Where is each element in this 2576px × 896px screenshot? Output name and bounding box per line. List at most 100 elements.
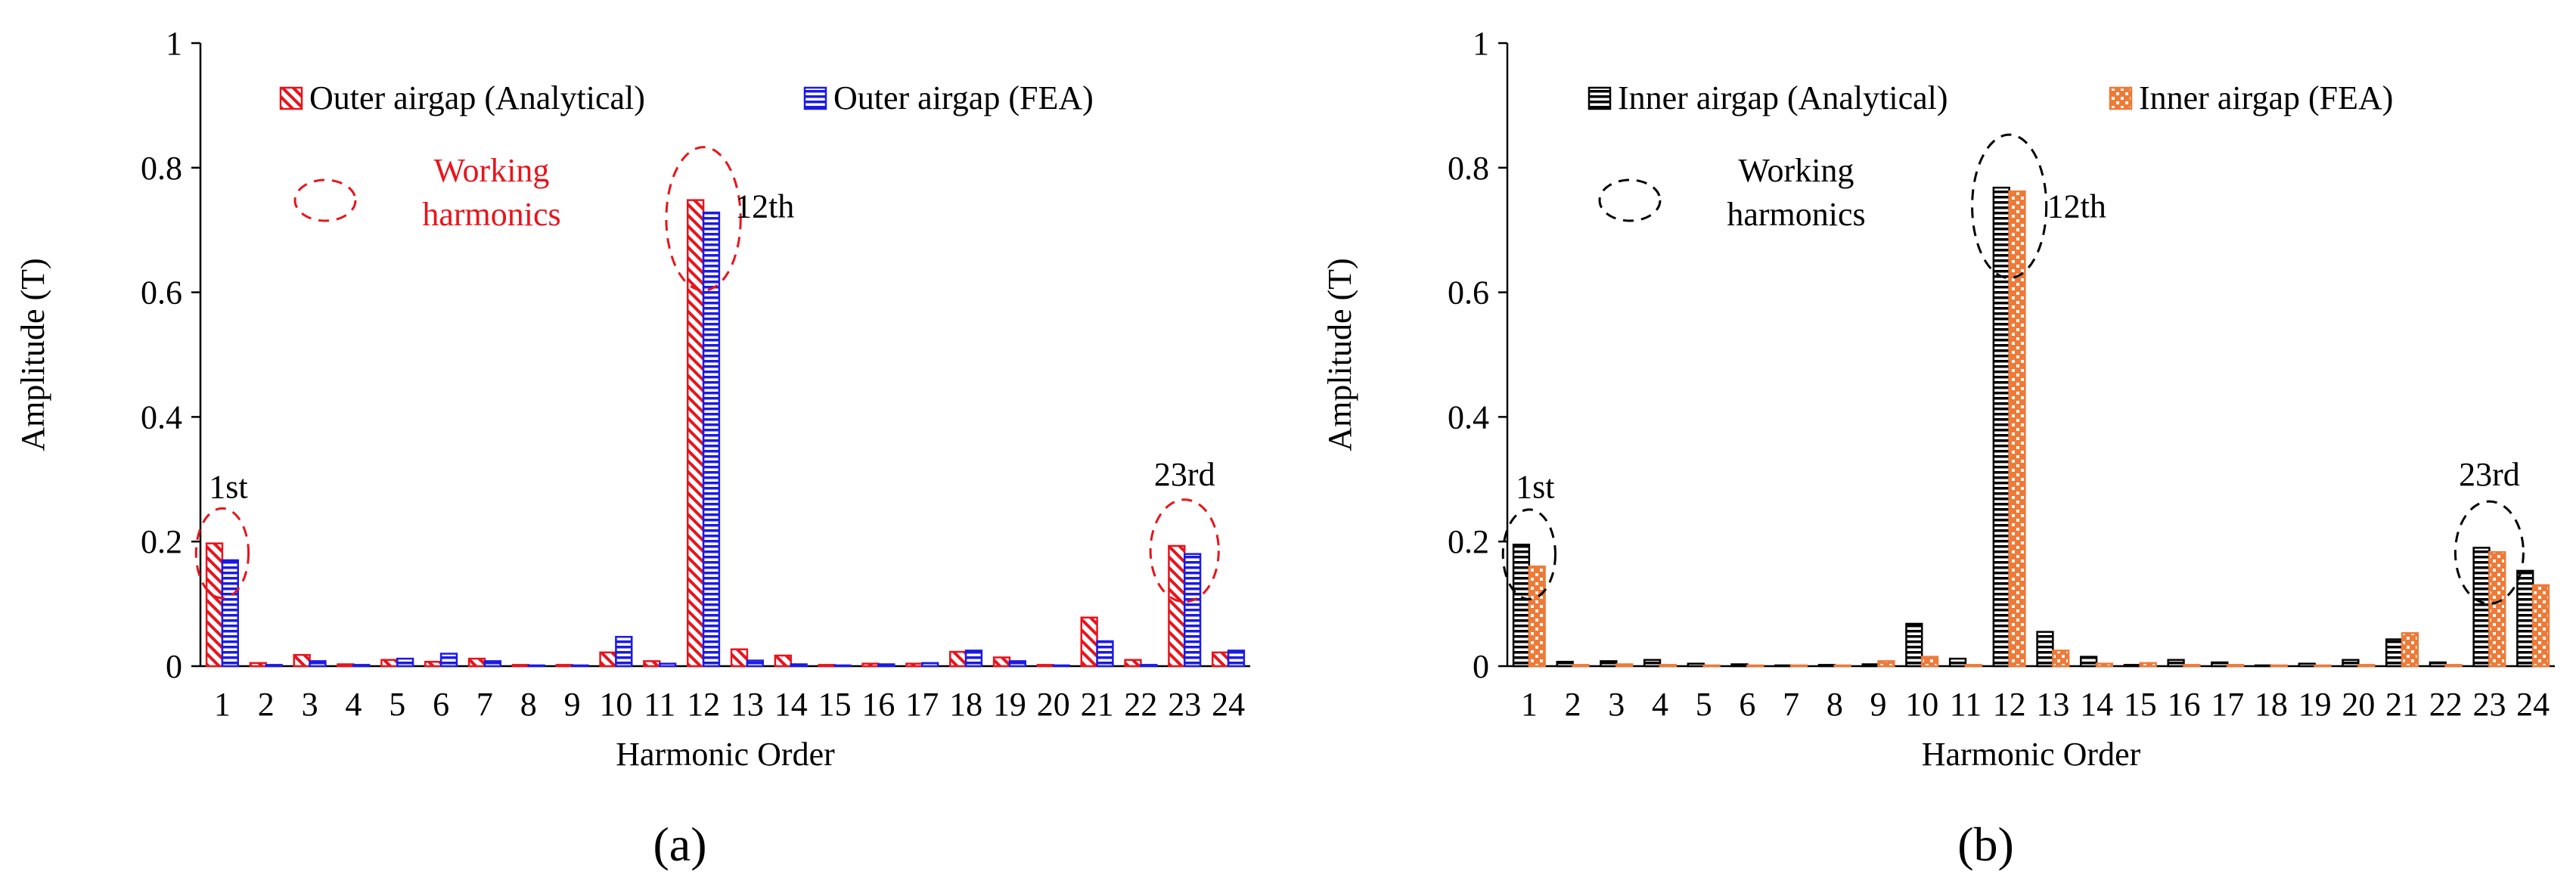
x-tick-label: 16 — [861, 686, 895, 723]
legend-label-inner-analytical: Inner airgap (Analytical) — [1618, 79, 1948, 116]
x-tick-label: 13 — [2036, 686, 2069, 723]
label-23rd: 23rd — [1154, 456, 1215, 493]
bar-analytical-11 — [1948, 657, 1967, 668]
panel-a-x-ticks: 1 2 3 4 5 6 7 8 9 10 11 12 13 14 15 16 17 18 19 20 21 22 23 24 — [214, 686, 1245, 723]
bar-fea-13 — [746, 659, 764, 668]
label-12th: 12th — [2047, 188, 2106, 225]
bar-fea-7 — [1789, 664, 1808, 668]
bar-analytical-1 — [205, 542, 224, 668]
bar-fea-18 — [964, 650, 983, 668]
y-tick-label: 0.2 — [141, 523, 182, 560]
panel-a-annotations: Working harmonics 1st 12th 23rd — [194, 146, 1220, 603]
x-tick-label: 8 — [1826, 686, 1843, 723]
x-tick-label: 12 — [687, 686, 720, 723]
x-tick-label: 23 — [2472, 686, 2506, 723]
bar-analytical-23 — [1168, 544, 1186, 668]
bar-analytical-9 — [1861, 663, 1879, 668]
panel-b-y-ticks: 0 0.2 0.4 0.6 0.8 1 — [1448, 25, 1507, 685]
bar-fea-15 — [2139, 662, 2157, 668]
bar-fea-8 — [1833, 664, 1851, 668]
bar-fea-16 — [2183, 664, 2201, 668]
bar-fea-10 — [615, 636, 633, 668]
working-harmonics-legend-ellipse — [1598, 178, 1662, 222]
bar-analytical-17 — [905, 662, 923, 668]
bar-fea-11 — [1964, 664, 1982, 668]
label-12th: 12th — [735, 188, 794, 225]
y-tick-label: 0.8 — [141, 150, 182, 187]
label-23rd: 23rd — [2459, 456, 2520, 493]
bar-analytical-6 — [1730, 663, 1749, 668]
bar-fea-3 — [309, 660, 327, 668]
x-tick-label: 9 — [1870, 686, 1887, 723]
legend-swatch-outer-analytical — [279, 86, 303, 110]
bar-fea-23 — [1184, 553, 1202, 668]
x-tick-label: 17 — [905, 686, 939, 723]
panel-b-legend: Inner airgap (Analytical) Inner airgap (… — [1587, 79, 2393, 116]
bar-fea-19 — [2314, 664, 2332, 668]
bar-fea-8 — [527, 664, 545, 668]
panel-b-y-axis-label: Amplitude (T) — [1321, 258, 1358, 451]
x-tick-label: 6 — [1739, 686, 1755, 723]
bar-analytical-24 — [2516, 569, 2534, 668]
bar-fea-19 — [1008, 660, 1026, 668]
x-tick-label: 24 — [1212, 686, 1245, 723]
x-tick-label: 11 — [1950, 686, 1982, 723]
ellipse-12th-harmonic — [1971, 133, 2048, 280]
x-tick-label: 20 — [2342, 686, 2375, 723]
bar-analytical-10 — [1905, 622, 1923, 668]
bar-analytical-16 — [2167, 659, 2185, 668]
bar-fea-5 — [396, 657, 414, 668]
y-tick-label: 0 — [1473, 648, 1489, 685]
bar-fea-22 — [1140, 664, 1158, 668]
x-tick-label: 5 — [1696, 686, 1712, 723]
x-tick-label: 1 — [214, 686, 231, 723]
x-tick-label: 23 — [1168, 686, 1201, 723]
panel-a-bars — [205, 199, 1246, 668]
bar-fea-24 — [1227, 650, 1246, 668]
bar-analytical-17 — [2211, 661, 2229, 668]
y-tick-label: 1 — [1473, 25, 1489, 62]
x-tick-label: 4 — [1652, 686, 1668, 723]
bar-analytical-19 — [2298, 662, 2316, 668]
bar-fea-10 — [1920, 656, 1939, 668]
bar-fea-17 — [2226, 664, 2245, 668]
bar-fea-2 — [265, 664, 283, 668]
bar-fea-20 — [1052, 664, 1070, 668]
bar-analytical-1 — [1512, 544, 1531, 668]
bar-analytical-10 — [599, 651, 617, 668]
panel-a-y-ticks: 0 0.2 0.4 0.6 0.8 1 — [141, 25, 200, 685]
ellipse-1st-harmonic — [194, 507, 250, 600]
bar-fea-23 — [2488, 550, 2506, 668]
legend-swatch-outer-fea — [803, 86, 827, 110]
bar-fea-22 — [2444, 664, 2463, 668]
bar-analytical-20 — [2342, 659, 2360, 668]
bar-analytical-6 — [424, 660, 442, 668]
y-tick-label: 0.4 — [141, 398, 182, 436]
bar-analytical-22 — [1124, 659, 1142, 668]
bar-analytical-22 — [2429, 661, 2447, 668]
legend-label-outer-fea: Outer airgap (FEA) — [833, 79, 1094, 116]
x-tick-label: 15 — [2124, 686, 2157, 723]
bar-analytical-24 — [1212, 651, 1230, 668]
x-tick-label: 13 — [731, 686, 764, 723]
x-tick-label: 8 — [520, 686, 537, 723]
bar-analytical-11 — [643, 660, 661, 668]
panel-b-label: (b) — [1957, 817, 2014, 871]
y-tick-label: 0.6 — [1448, 274, 1489, 312]
x-tick-label: 22 — [2429, 686, 2463, 723]
bar-fea-14 — [790, 663, 808, 668]
bar-analytical-16 — [861, 662, 880, 668]
ellipse-23rd-harmonic — [1149, 498, 1220, 603]
x-tick-label: 24 — [2516, 686, 2550, 723]
x-tick-label: 5 — [389, 686, 405, 723]
bar-analytical-14 — [774, 654, 793, 668]
bar-fea-14 — [2095, 662, 2114, 668]
panel-b-annotations: Working harmonics 1st 12th 23rd — [1501, 133, 2525, 605]
bar-analytical-12 — [1992, 186, 2010, 668]
bar-analytical-4 — [337, 663, 355, 668]
bar-analytical-23 — [2472, 547, 2491, 668]
bar-fea-15 — [833, 664, 852, 668]
bar-fea-12 — [702, 211, 721, 668]
bar-fea-4 — [352, 664, 371, 668]
x-tick-label: 4 — [345, 686, 362, 723]
